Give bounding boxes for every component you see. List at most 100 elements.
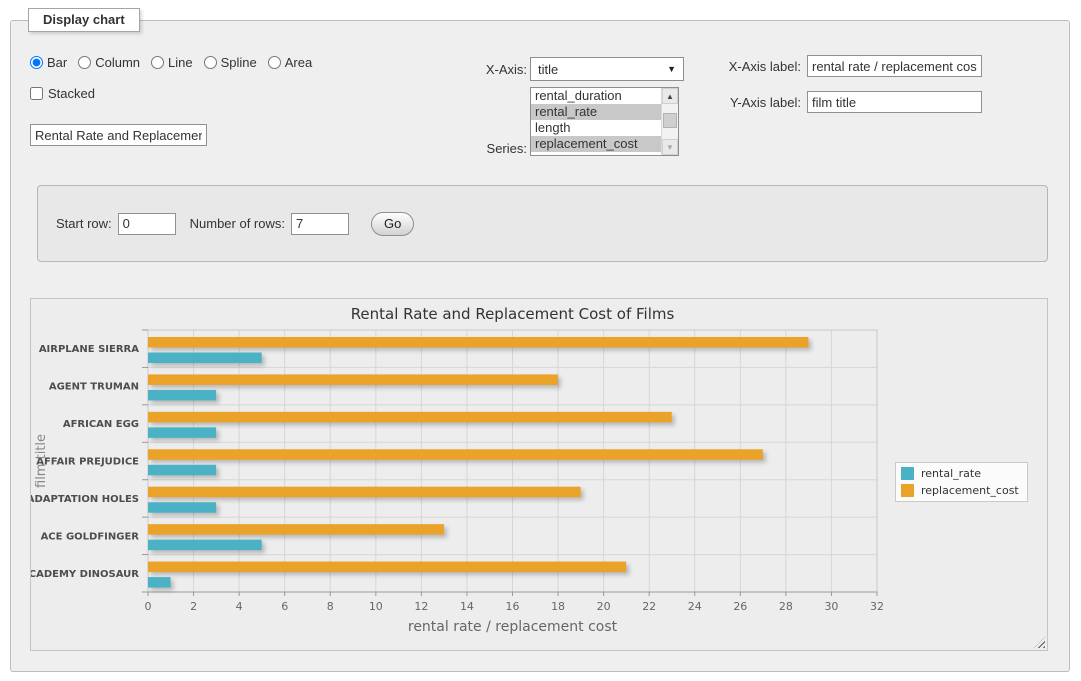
x-tick-label: 14 bbox=[460, 600, 474, 613]
bar-rental-rate[interactable] bbox=[148, 539, 262, 551]
display-chart-fieldset: Display chart Bar Column Line Spline Area St… bbox=[10, 8, 1070, 672]
stacked-checkbox-row: Stacked bbox=[30, 86, 95, 101]
bar-replacement-cost[interactable] bbox=[148, 337, 809, 348]
chart-type-radios: Bar Column Line Spline Area bbox=[30, 55, 312, 70]
bar-rental-rate[interactable] bbox=[148, 352, 262, 364]
y-category-label: ADAPTATION HOLES bbox=[31, 494, 139, 505]
x-tick-label: 10 bbox=[369, 600, 383, 613]
series-option-length[interactable]: length bbox=[535, 120, 571, 135]
x-tick-label: 12 bbox=[414, 600, 428, 613]
chart-title-input[interactable] bbox=[30, 124, 207, 146]
series-select-label: Series: bbox=[486, 141, 527, 156]
y-category-label: AIRPLANE SIERRA bbox=[39, 344, 139, 355]
radio-label: Column bbox=[95, 55, 141, 70]
legend-label: replacement_cost bbox=[921, 484, 1019, 497]
legend-entry-rental_rate: rental_rate bbox=[901, 467, 1019, 480]
bar-replacement-cost[interactable] bbox=[148, 561, 627, 573]
y-category-label: ACE GOLDFINGER bbox=[41, 531, 140, 542]
legend-entry-replacement_cost: replacement_cost bbox=[901, 484, 1019, 497]
y-category-label: AFRICAN EGG bbox=[63, 419, 139, 430]
x-tick-label: 0 bbox=[145, 600, 152, 613]
bar-chart-canvas: AIRPLANE SIERRA AGENT TRUMAN AFRICAN EGG AF… bbox=[21, 305, 884, 635]
radio-area[interactable] bbox=[267, 56, 281, 69]
legend-label: rental_rate bbox=[921, 467, 981, 480]
radio-label: Spline bbox=[220, 55, 257, 70]
y-axis-label-label: Y-Axis label: bbox=[729, 95, 801, 110]
chart-type-bar[interactable]: Bar bbox=[30, 55, 67, 70]
bar-rental-rate[interactable] bbox=[148, 577, 171, 588]
resize-grip-icon[interactable] bbox=[1034, 637, 1045, 648]
bar-replacement-cost[interactable] bbox=[148, 486, 581, 498]
bar-rental-rate[interactable] bbox=[148, 427, 217, 438]
scrollbar-track[interactable] bbox=[662, 104, 678, 139]
x-tick-label: 16 bbox=[506, 600, 520, 613]
chart-legend: rental_rate replacement_cost bbox=[895, 462, 1028, 502]
y-category-label: ACADEMY DINOSAUR bbox=[31, 569, 139, 580]
series-listbox-scrollbar[interactable]: ▲ ▼ bbox=[661, 88, 678, 155]
bar-chart: AIRPLANE SIERRA AGENT TRUMAN AFRICAN EGG AF… bbox=[21, 299, 1047, 655]
bar-rental-rate[interactable] bbox=[148, 389, 217, 401]
radio-line[interactable] bbox=[151, 56, 165, 69]
x-tick-label: 4 bbox=[236, 600, 243, 613]
x-tick-label: 26 bbox=[733, 600, 747, 613]
x-axis-label-input[interactable] bbox=[807, 55, 982, 77]
number-of-rows-label: Number of rows: bbox=[189, 216, 285, 231]
bar-rental-rate[interactable] bbox=[148, 502, 217, 513]
x-axis-selected-value: title bbox=[538, 61, 559, 77]
scrollbar-thumb[interactable] bbox=[663, 113, 677, 128]
series-option-rental_duration[interactable]: rental_duration bbox=[535, 88, 622, 103]
x-tick-label: 2 bbox=[190, 600, 197, 613]
scroll-up-icon[interactable]: ▲ bbox=[662, 88, 678, 104]
x-tick-label: 22 bbox=[642, 600, 656, 613]
x-tick-label: 28 bbox=[779, 600, 793, 613]
x-tick-label: 24 bbox=[688, 600, 702, 613]
x-axis-title: rental rate / replacement cost bbox=[408, 619, 618, 635]
x-tick-label: 32 bbox=[870, 600, 884, 613]
chevron-down-icon: ▼ bbox=[667, 64, 676, 74]
x-tick-label: 6 bbox=[281, 600, 288, 613]
bar-replacement-cost[interactable] bbox=[148, 524, 444, 535]
bar-replacement-cost[interactable] bbox=[148, 449, 763, 460]
x-axis-select[interactable]: title ▼ bbox=[530, 57, 684, 81]
bar-replacement-cost[interactable] bbox=[148, 411, 672, 423]
bar-rental-rate[interactable] bbox=[148, 464, 217, 476]
scroll-down-icon[interactable]: ▼ bbox=[662, 139, 678, 155]
x-tick-label: 20 bbox=[597, 600, 611, 613]
chart-type-area[interactable]: Area bbox=[267, 55, 313, 70]
stacked-label: Stacked bbox=[48, 86, 95, 101]
radio-label: Line bbox=[168, 55, 193, 70]
radio-label: Area bbox=[284, 55, 313, 70]
x-tick-label: 30 bbox=[824, 600, 838, 613]
radio-column[interactable] bbox=[78, 56, 92, 69]
y-axis-title: film title bbox=[34, 434, 49, 488]
legend-swatch bbox=[901, 484, 914, 497]
start-row-input[interactable] bbox=[117, 212, 176, 235]
start-row-label: Start row: bbox=[56, 216, 112, 231]
chart-type-line[interactable]: Line bbox=[151, 55, 193, 70]
row-range-panel: Start row: Number of rows: Go bbox=[37, 185, 1048, 262]
bar-replacement-cost[interactable] bbox=[148, 374, 558, 385]
legend-swatch bbox=[901, 467, 914, 480]
fieldset-legend: Display chart bbox=[28, 8, 140, 32]
series-option-rental_rate[interactable]: rental_rate bbox=[531, 104, 661, 120]
x-axis-select-label: X-Axis: bbox=[485, 62, 527, 77]
go-button[interactable]: Go bbox=[371, 211, 415, 236]
y-axis-label-input[interactable] bbox=[807, 91, 982, 113]
series-listbox[interactable]: rental_duration rental_rate length replacem… bbox=[530, 87, 679, 156]
x-axis-label-label: X-Axis label: bbox=[728, 59, 801, 74]
radio-spline[interactable] bbox=[203, 56, 217, 69]
chart-type-column[interactable]: Column bbox=[78, 55, 140, 70]
chart-title: Rental Rate and Replacement Cost of Film… bbox=[351, 305, 675, 323]
y-category-label: AGENT TRUMAN bbox=[49, 382, 139, 393]
number-of-rows-input[interactable] bbox=[291, 212, 349, 235]
stacked-checkbox[interactable] bbox=[30, 87, 43, 100]
chart-type-spline[interactable]: Spline bbox=[203, 55, 257, 70]
radio-label: Bar bbox=[47, 55, 68, 70]
radio-bar[interactable] bbox=[30, 56, 43, 69]
series-option-replacement_cost[interactable]: replacement_cost bbox=[531, 136, 661, 152]
series-options: rental_duration rental_rate length replacem… bbox=[531, 88, 661, 155]
chart-panel: AIRPLANE SIERRA AGENT TRUMAN AFRICAN EGG AF… bbox=[21, 298, 1048, 651]
x-tick-label: 18 bbox=[551, 600, 565, 613]
y-category-label: AFFAIR PREJUDICE bbox=[36, 457, 139, 468]
x-tick-label: 8 bbox=[327, 600, 334, 613]
